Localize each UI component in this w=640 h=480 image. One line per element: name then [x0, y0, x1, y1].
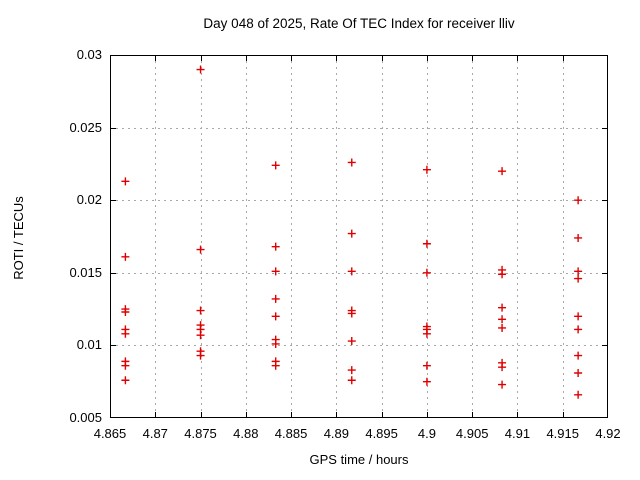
x-tick-label: 4.89 [323, 426, 350, 441]
x-tick-label: 4.915 [546, 426, 579, 441]
data-point-marker [422, 165, 431, 174]
data-point-marker [196, 65, 205, 74]
data-point-marker [347, 366, 356, 375]
x-tick-label: 4.875 [184, 426, 217, 441]
data-point-marker [422, 377, 431, 386]
plot-svg [110, 55, 608, 418]
data-point-marker [347, 267, 356, 276]
data-point-marker [121, 252, 130, 261]
y-tick-label: 0.015 [69, 264, 102, 280]
data-point-marker [574, 368, 583, 377]
data-point-marker [121, 376, 130, 385]
x-tick-label: 4.895 [365, 426, 398, 441]
y-tick-label: 0.01 [76, 337, 102, 353]
data-point-marker [271, 242, 280, 251]
data-point-marker [196, 331, 205, 340]
x-tick-label: 4.88 [233, 426, 259, 441]
data-point-marker [498, 380, 507, 389]
data-point-marker [347, 309, 356, 318]
data-point-marker [498, 167, 507, 176]
data-point-marker [498, 323, 507, 332]
data-point-marker [498, 270, 507, 279]
x-tick-label: 4.885 [274, 426, 308, 441]
data-point-marker [574, 196, 583, 205]
y-tick-label: 0.03 [76, 47, 102, 62]
data-point-marker [574, 351, 583, 360]
data-point-marker [121, 308, 130, 317]
data-point-marker [498, 303, 507, 312]
data-point-marker [498, 363, 507, 372]
data-point-marker [271, 294, 280, 303]
data-point-marker [574, 325, 583, 334]
data-point-marker [347, 337, 356, 346]
data-point-marker [574, 274, 583, 283]
data-point-marker [347, 376, 356, 385]
data-point-marker [271, 267, 280, 276]
data-point-marker [347, 229, 356, 238]
x-tick-label: 4.9 [417, 426, 436, 441]
data-point-marker [196, 245, 205, 254]
data-point-marker [121, 361, 130, 370]
data-point-marker [422, 329, 431, 338]
x-tick-label: 4.905 [455, 426, 489, 441]
x-axis-label: GPS time / hours [309, 452, 409, 467]
x-tick-label: 4.92 [595, 426, 621, 441]
y-tick-label: 0.02 [76, 192, 102, 208]
data-point-marker [422, 361, 431, 370]
data-point-marker [271, 339, 280, 348]
data-point-marker [422, 239, 431, 248]
data-point-marker [347, 158, 356, 167]
data-point-marker [196, 351, 205, 360]
data-point-marker [574, 267, 583, 276]
plot-border [110, 55, 608, 418]
y-tick-label: 0.005 [69, 410, 102, 425]
data-point-marker [271, 161, 280, 170]
data-point-marker [574, 390, 583, 399]
data-point-marker [574, 233, 583, 242]
data-point-marker [196, 306, 205, 315]
data-point-marker [574, 312, 583, 321]
data-point-marker [121, 177, 130, 186]
x-tick-label: 4.865 [93, 426, 127, 441]
data-point-marker [422, 268, 431, 277]
y-tick-label: 0.025 [69, 119, 102, 135]
chart-title: Day 048 of 2025, Rate Of TEC Index for r… [203, 16, 515, 31]
x-tick-label: 4.87 [142, 426, 168, 441]
data-point-marker [271, 361, 280, 370]
data-point-marker [498, 315, 507, 324]
x-tick-label: 4.91 [504, 426, 531, 441]
data-point-marker [121, 329, 130, 338]
data-point-marker [271, 312, 280, 321]
